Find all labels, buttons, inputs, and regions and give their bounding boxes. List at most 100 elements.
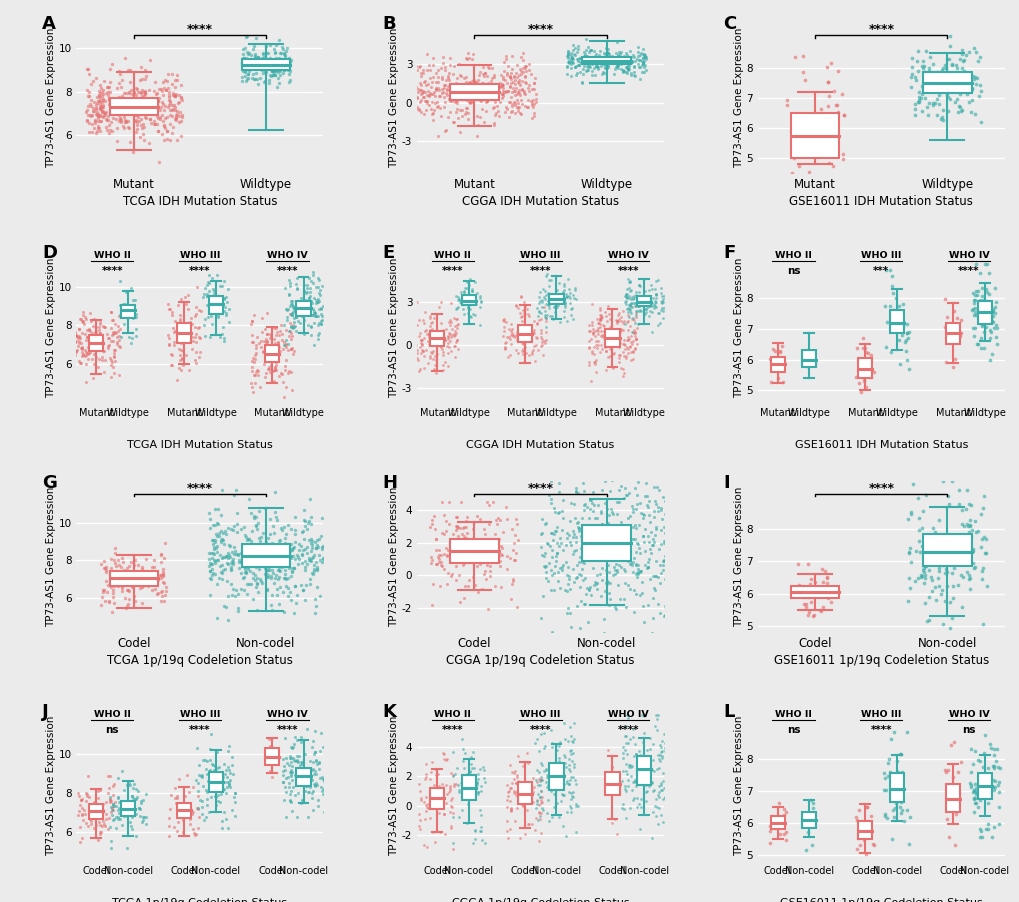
Point xyxy=(927,107,944,122)
Point xyxy=(640,552,656,566)
Point xyxy=(588,59,604,73)
Point xyxy=(652,295,668,309)
Point xyxy=(559,55,576,69)
Point xyxy=(951,100,967,115)
Point xyxy=(445,59,462,73)
Point xyxy=(441,318,458,332)
Point xyxy=(500,95,517,109)
Point xyxy=(106,345,122,360)
Point xyxy=(597,536,613,550)
Point xyxy=(798,581,814,595)
Point xyxy=(961,519,977,533)
Point xyxy=(965,784,981,798)
Point xyxy=(585,484,601,499)
Point xyxy=(494,328,511,343)
Point xyxy=(454,85,471,99)
Point xyxy=(126,102,143,116)
Point xyxy=(168,802,184,816)
Point xyxy=(960,45,976,60)
Point xyxy=(408,59,424,73)
Text: ns: ns xyxy=(786,266,800,277)
Point xyxy=(542,784,558,798)
Point xyxy=(622,275,638,290)
Point xyxy=(568,59,584,73)
Point xyxy=(611,322,628,336)
Point xyxy=(292,302,309,317)
Point xyxy=(656,571,673,585)
Point xyxy=(912,570,928,584)
Point xyxy=(641,755,657,769)
Point xyxy=(654,311,671,326)
Point xyxy=(286,787,303,802)
Point xyxy=(537,559,553,574)
Point xyxy=(277,48,293,62)
Point xyxy=(263,54,279,69)
Point xyxy=(438,787,454,801)
Point xyxy=(187,345,204,359)
Point xyxy=(444,744,461,759)
Point xyxy=(580,57,596,71)
Point xyxy=(76,317,93,331)
Point xyxy=(264,53,280,68)
Point xyxy=(286,551,303,566)
Point xyxy=(462,92,478,106)
Point xyxy=(89,124,105,138)
Point xyxy=(545,583,561,597)
Point xyxy=(506,106,523,120)
Point xyxy=(628,336,644,351)
Point xyxy=(136,133,152,148)
Point xyxy=(626,605,642,620)
Point xyxy=(274,752,290,767)
Point xyxy=(572,65,588,79)
Point xyxy=(899,317,915,331)
Point xyxy=(862,348,878,363)
Point xyxy=(551,530,568,545)
Point xyxy=(631,48,647,62)
Point xyxy=(96,554,112,568)
Point xyxy=(577,520,593,534)
Point xyxy=(814,588,830,603)
Point xyxy=(411,806,427,821)
Point xyxy=(650,752,666,767)
Point xyxy=(130,801,147,815)
Point xyxy=(88,319,104,334)
Point xyxy=(283,768,300,782)
Point xyxy=(972,316,988,330)
Point xyxy=(561,606,578,621)
Point xyxy=(458,520,474,535)
Point xyxy=(265,332,281,346)
Point xyxy=(876,809,893,824)
Point xyxy=(281,55,298,69)
Point xyxy=(590,520,606,534)
Point xyxy=(68,343,85,357)
Point xyxy=(804,801,820,815)
Point xyxy=(951,52,967,67)
Point xyxy=(512,831,528,845)
Point xyxy=(560,785,577,799)
Point xyxy=(132,118,149,133)
Point xyxy=(299,281,315,296)
Point xyxy=(591,533,607,548)
Point xyxy=(217,548,233,563)
Point xyxy=(122,62,139,77)
Point xyxy=(647,287,663,301)
Point xyxy=(94,354,110,368)
Point xyxy=(976,282,993,297)
Point xyxy=(912,91,928,106)
Point xyxy=(199,289,215,303)
Point xyxy=(146,116,162,131)
Point xyxy=(485,68,501,82)
Point xyxy=(586,577,602,592)
Point xyxy=(424,352,440,366)
Point xyxy=(848,814,864,828)
Point xyxy=(67,326,84,340)
Point xyxy=(424,824,440,839)
Point xyxy=(569,557,585,572)
Point xyxy=(220,315,236,329)
Point xyxy=(88,328,104,343)
Point xyxy=(624,352,640,366)
Point xyxy=(561,286,578,300)
Point xyxy=(268,51,284,65)
Point xyxy=(266,54,282,69)
Point xyxy=(304,567,320,582)
